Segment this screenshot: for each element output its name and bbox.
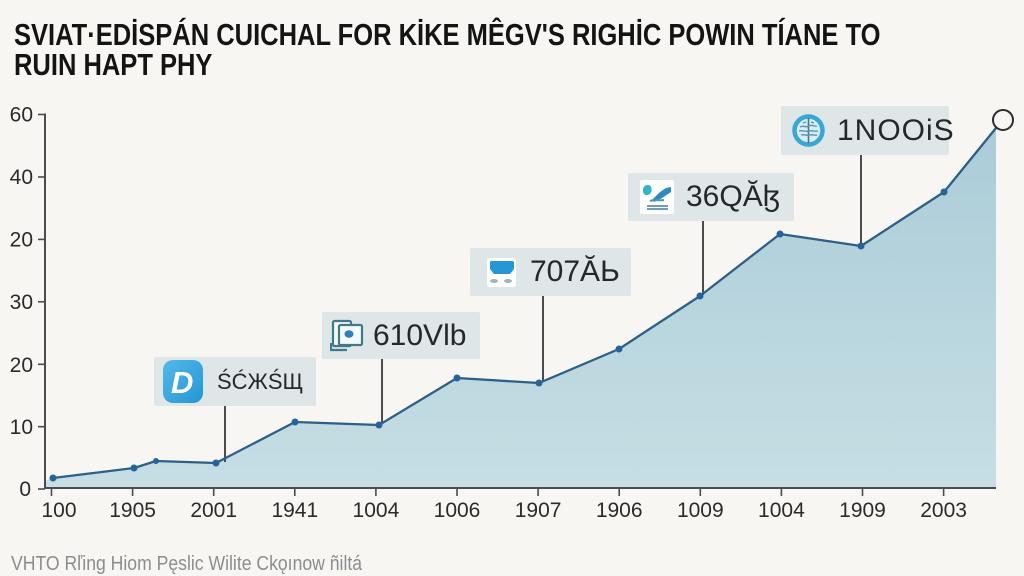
svg-text:30: 30 xyxy=(10,291,33,314)
svg-text:D: D xyxy=(171,365,193,400)
svg-text:2003: 2003 xyxy=(920,499,967,522)
svg-text:1905: 1905 xyxy=(109,499,156,522)
svg-text:1004: 1004 xyxy=(758,499,805,522)
svg-text:100: 100 xyxy=(41,499,76,522)
svg-text:2001: 2001 xyxy=(190,499,237,522)
svg-text:1941: 1941 xyxy=(271,499,318,522)
svg-text:1004: 1004 xyxy=(353,499,400,522)
svg-text:0: 0 xyxy=(19,478,31,501)
svg-text:20: 20 xyxy=(10,229,33,252)
svg-text:1006: 1006 xyxy=(434,499,481,522)
svg-text:10: 10 xyxy=(10,416,33,439)
svg-text:1907: 1907 xyxy=(515,499,562,522)
svg-text:1009: 1009 xyxy=(677,499,724,522)
svg-text:1906: 1906 xyxy=(596,499,643,522)
svg-text:40: 40 xyxy=(10,166,33,189)
svg-text:1909: 1909 xyxy=(839,499,886,522)
svg-text:60: 60 xyxy=(10,104,33,127)
svg-text:20: 20 xyxy=(10,354,33,377)
